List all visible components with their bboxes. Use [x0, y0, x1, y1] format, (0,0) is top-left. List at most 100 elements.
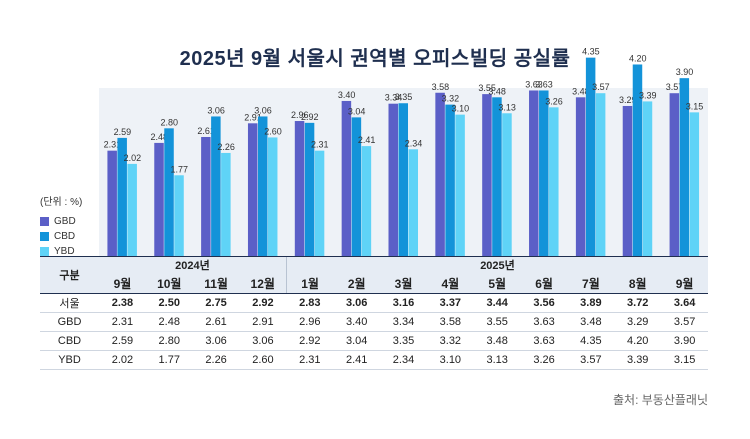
table-header-label: 구분: [40, 256, 99, 294]
bar-ybd-6: [408, 149, 418, 256]
table-cell: 2.96: [286, 312, 334, 332]
table-cell: 2.38: [99, 293, 146, 313]
bar-gbd-11: [622, 105, 633, 256]
bar-cbd-12: [679, 78, 690, 256]
bar-label-gbd-0: 2.31: [104, 140, 122, 150]
table-month-cell: 9월: [661, 273, 709, 294]
legend-label-gbd: GBD: [54, 216, 76, 227]
bar-cbd-3: [257, 116, 268, 257]
legend-swatch-ybd: [40, 247, 49, 256]
bar-cbd-7: [445, 104, 455, 256]
bar-label-gbd-12: 3.57: [666, 82, 684, 92]
table-cell: 3.63: [520, 312, 568, 332]
bar-label-ybd-8: 3.13: [498, 102, 516, 112]
table-cell: 3.90: [661, 331, 709, 351]
bar-cbd-5: [351, 117, 362, 256]
bar-label-cbd-12: 3.90: [676, 67, 694, 77]
unit-label: (단위 : %): [40, 197, 83, 208]
table-cell: 3.48: [567, 312, 615, 332]
bar-label-gbd-3: 2.91: [244, 112, 262, 122]
table-cell: 3.55: [473, 312, 521, 332]
bar-label-ybd-6: 2.34: [405, 138, 423, 148]
legend-item-cbd: CBD: [40, 229, 82, 244]
bar-label-ybd-10: 3.57: [592, 82, 610, 92]
bar-label-ybd-11: 3.39: [639, 90, 657, 100]
legend-item-gbd: GBD: [40, 214, 82, 229]
table-cell: 2.34: [380, 350, 427, 370]
table-row-label: GBD: [40, 312, 99, 332]
bar-ybd-9: [549, 107, 559, 257]
table-year-row: 구분 2024년 2025년: [40, 256, 709, 294]
table-month-cell: 5월: [473, 273, 521, 294]
bar-label-cbd-3: 3.06: [254, 105, 272, 115]
bar-cbd-10: [585, 57, 596, 256]
bar-label-cbd-1: 2.80: [161, 117, 179, 127]
table-month-cell: 10월: [145, 273, 193, 294]
table-month-row: 9월 10월 11월 12월 1월 2월 3월 4월 5월 6월 7월 8월 9월: [40, 273, 709, 294]
table-cell: 3.40: [333, 312, 381, 332]
bar-gbd-8: [482, 94, 492, 257]
bar-label-gbd-5: 3.40: [338, 90, 356, 100]
bar-label-ybd-12: 3.15: [686, 101, 704, 111]
table-cell: 2.83: [286, 293, 334, 313]
table-year-cell: 2024년: [99, 256, 287, 273]
table-cell: 3.58: [426, 312, 474, 332]
bar-ybd-8: [502, 113, 512, 256]
bar-ybd-3: [267, 137, 278, 256]
table-cell: 3.39: [614, 350, 662, 370]
bar-gbd-3: [247, 123, 258, 256]
table-cell: 2.80: [145, 331, 193, 351]
bar-cbd-9: [539, 90, 549, 256]
bar-cbd-0: [117, 137, 127, 256]
table-month-cell: 2월: [333, 273, 381, 294]
table-month-cell: 8월: [614, 273, 662, 294]
table-cell: 3.06: [192, 331, 240, 351]
bar-label-gbd-10: 3.48: [572, 86, 590, 96]
bar-cbd-8: [492, 97, 502, 256]
bar-gbd-2: [201, 136, 211, 256]
table-month-cell: 6월: [520, 273, 568, 294]
table-cell: 1.77: [145, 350, 193, 370]
table-cell: 3.26: [520, 350, 568, 370]
table-cell: 2.31: [99, 312, 146, 332]
legend-swatch-gbd: [40, 217, 49, 226]
chart-title: 2025년 9월 서울시 권역별 오피스빌딩 공실률: [179, 48, 571, 70]
table-cell: 2.59: [99, 331, 146, 351]
bar-cbd-2: [211, 116, 221, 257]
table-cell: 2.31: [286, 350, 334, 370]
table-cell: 3.04: [333, 331, 381, 351]
table-cell: 3.56: [520, 293, 568, 313]
table-cell: 3.48: [473, 331, 521, 351]
bar-cbd-11: [632, 64, 643, 256]
bar-cbd-4: [304, 122, 315, 257]
bar-gbd-9: [529, 90, 539, 256]
table-year-cell: 2025년: [285, 256, 709, 273]
bar-label-cbd-9: 3.63: [535, 79, 553, 89]
bar-gbd-10: [575, 97, 586, 256]
table-cell: 2.26: [192, 350, 240, 370]
bar-ybd-0: [127, 163, 137, 256]
table-month-cell: 4월: [426, 273, 474, 294]
bar-cbd-1: [164, 128, 174, 256]
bar-gbd-1: [154, 142, 164, 256]
legend-label-ybd: YBD: [54, 246, 75, 257]
table-cell: 3.63: [520, 331, 568, 351]
bar-label-cbd-4: 2.92: [301, 112, 319, 122]
table-month-cell: 11월: [192, 273, 240, 294]
bar-label-ybd-0: 2.02: [124, 153, 142, 163]
table-month-cell: 3월: [380, 273, 427, 294]
bar-ybd-11: [642, 101, 653, 256]
table-cell: 2.61: [192, 312, 240, 332]
table-month-cell: 9월: [99, 273, 146, 294]
table-cell: 2.60: [239, 350, 287, 370]
bar-gbd-7: [435, 92, 445, 256]
bar-ybd-7: [455, 114, 465, 256]
bar-label-cbd-10: 4.35: [582, 47, 600, 57]
table-cell: 3.64: [661, 293, 709, 313]
legend-item-ybd: YBD: [40, 244, 82, 259]
bar-label-ybd-3: 2.60: [264, 126, 282, 136]
bar-label-cbd-7: 3.32: [442, 94, 460, 104]
table-cell: 2.75: [192, 293, 240, 313]
table-month-cell: 7월: [567, 273, 615, 294]
